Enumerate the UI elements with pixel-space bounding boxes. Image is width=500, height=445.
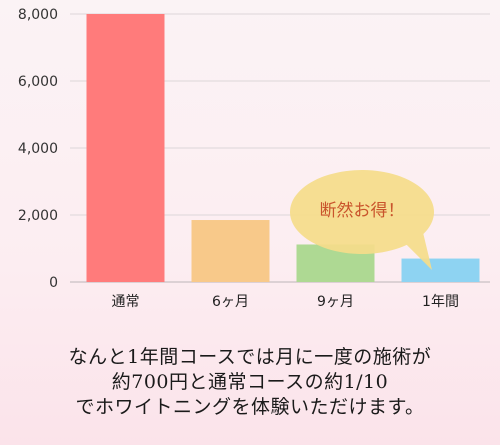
x-tick-label: 9ヶ月 xyxy=(317,294,354,310)
bar-1 xyxy=(86,14,165,282)
bars xyxy=(86,14,480,282)
speech-bubble: 断然お得！ xyxy=(290,170,434,270)
speech-bubble-shape xyxy=(290,170,434,270)
caption: なんと1年間コースでは月に一度の施術が 約700円と通常コースの約1/10 でホ… xyxy=(0,345,500,420)
speech-bubble-text: 断然お得！ xyxy=(320,201,405,221)
y-tick-label: 6,000 xyxy=(18,74,58,90)
y-tick-label: 4,000 xyxy=(18,141,58,157)
bar-4 xyxy=(401,258,480,282)
x-tick-label: 6ヶ月 xyxy=(212,294,249,310)
caption-line-2: 約700円と通常コースの約1/10 xyxy=(111,371,389,393)
y-tick-labels: 0 2,000 4,000 6,000 8,000 xyxy=(18,7,58,291)
x-tick-labels: 通常 6ヶ月 9ヶ月 1年間 xyxy=(112,294,459,310)
x-tick-label: 1年間 xyxy=(422,294,459,310)
y-tick-label: 0 xyxy=(49,275,58,291)
y-tick-label: 8,000 xyxy=(18,7,58,23)
bar-2 xyxy=(191,220,270,282)
y-tick-label: 2,000 xyxy=(18,208,58,224)
x-tick-label: 通常 xyxy=(112,294,140,310)
price-bar-chart: 0 2,000 4,000 6,000 8,000 通常 6ヶ月 9ヶ月 1年間 断然お得！ xyxy=(18,7,490,310)
caption-line-1: なんと1年間コースでは月に一度の施術が xyxy=(68,346,432,368)
caption-line-3: でホワイトニングを体験いただけます。 xyxy=(75,396,425,418)
